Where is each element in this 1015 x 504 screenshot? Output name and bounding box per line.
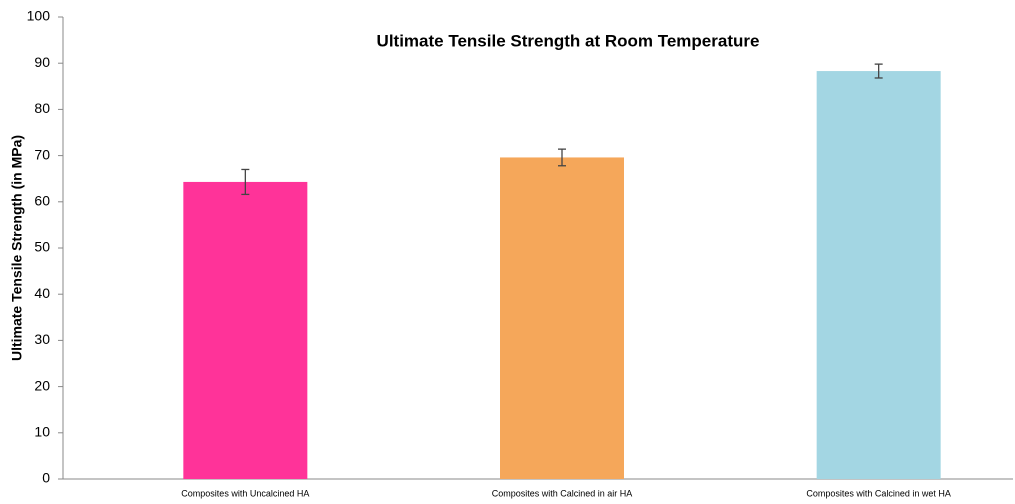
error-bar	[241, 168, 250, 196]
x-tick-label: Composites with Uncalcined HA	[181, 488, 309, 498]
x-tick-label: Composites with Calcined in wet HA	[806, 488, 951, 498]
y-tick-label: 40	[34, 285, 50, 301]
y-tick-label: 90	[34, 54, 50, 70]
y-tick-label: 50	[34, 239, 50, 255]
error-bar	[558, 148, 566, 167]
error-bar	[874, 63, 883, 79]
bar	[816, 71, 941, 479]
y-tick-label: 30	[34, 331, 50, 347]
y-tick-label: 60	[34, 193, 50, 209]
y-tick-label: 10	[34, 424, 50, 440]
bar	[183, 181, 308, 479]
y-tick-label: 20	[34, 377, 50, 393]
bar	[500, 157, 624, 479]
y-tick-label: 100	[27, 8, 51, 24]
y-tick-label: 0	[42, 470, 50, 486]
chart-title: Ultimate Tensile Strength at Room Temper…	[377, 31, 760, 50]
x-tick-label: Composites with Calcined in air HA	[492, 488, 633, 498]
y-axis-label: Ultimate Tensile Strength (in MPa)	[9, 135, 25, 361]
y-tick-label: 70	[34, 146, 50, 162]
y-tick-label: 80	[34, 100, 50, 116]
